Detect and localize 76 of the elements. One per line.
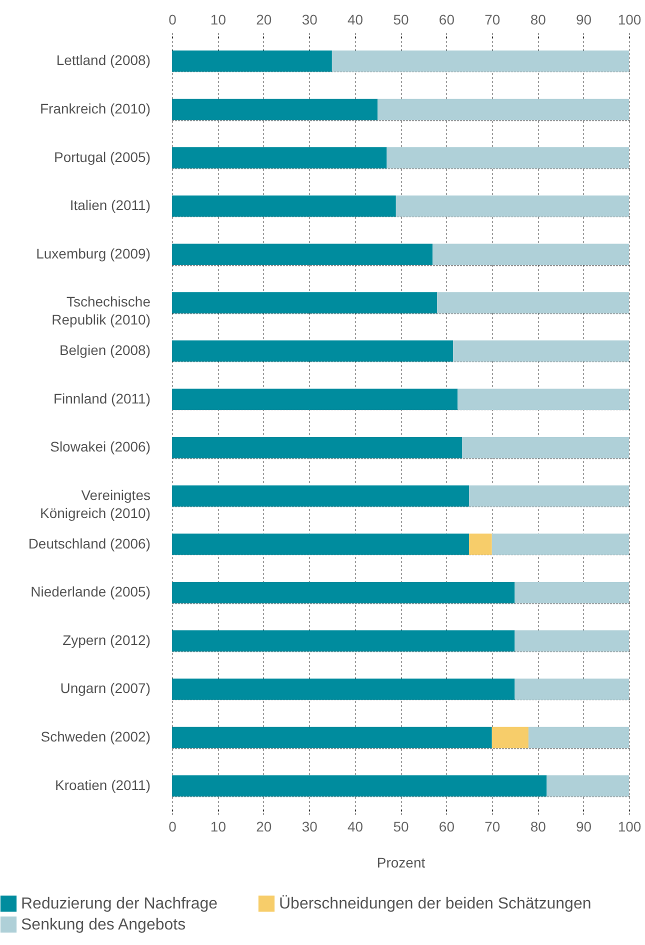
y-tick-label: Zypern (2012) <box>62 632 150 648</box>
bar <box>172 726 492 748</box>
bar <box>378 98 629 120</box>
bar <box>172 98 378 120</box>
x2-tick-label: 90 <box>576 12 592 28</box>
bar <box>172 292 438 314</box>
bar <box>172 388 458 410</box>
bar <box>528 726 629 748</box>
y-tick-label: Finnland (2011) <box>53 390 150 406</box>
bar <box>172 534 470 555</box>
bar <box>172 50 332 72</box>
legend-label: Reduzierung der Nachfrage <box>21 896 218 913</box>
x-tick-label: 50 <box>393 818 409 834</box>
bar <box>172 244 432 266</box>
bar <box>458 388 629 410</box>
bar <box>172 630 515 652</box>
y-tick-label: Vereinigtes Königreich (2010) <box>40 486 150 521</box>
x2-tick-label: 0 <box>168 12 177 28</box>
bar <box>172 340 454 362</box>
y-tick-label: Kroatien (2011) <box>55 776 150 793</box>
y-tick-label: Portugal (2005) <box>54 148 150 165</box>
y-tick-label: Tschechische Republik (2010) <box>52 294 151 328</box>
bar <box>432 244 629 266</box>
x-tick-label: 40 <box>348 818 364 834</box>
bar <box>172 437 462 458</box>
bar <box>172 147 387 168</box>
bar <box>453 340 629 362</box>
x2-tick-label: 80 <box>530 12 546 28</box>
bar <box>514 678 629 700</box>
bar <box>396 195 629 217</box>
bar <box>514 582 629 604</box>
bar <box>492 726 528 748</box>
x2-tick-label: 20 <box>256 12 272 28</box>
bar <box>492 534 629 555</box>
y-tick-label: Frankreich (2010) <box>40 100 150 116</box>
legend-label: Überschneidungen der beiden Schätzungen <box>279 894 592 913</box>
y-tick-label: Belgien (2008) <box>59 342 150 358</box>
y-tick-label: Slowakei (2006) <box>50 438 150 455</box>
bar <box>462 437 629 458</box>
bar <box>172 678 515 700</box>
x-tick-label: 80 <box>530 818 546 834</box>
bar <box>546 775 629 796</box>
x2-tick-label: 40 <box>348 12 364 28</box>
y-tick-label: Luxemburg (2009) <box>36 245 150 262</box>
bar <box>469 485 629 507</box>
legend-label: Senkung des Angebots <box>21 916 186 934</box>
x-tick-label: 10 <box>210 818 226 834</box>
x-tick-label: 20 <box>256 818 272 834</box>
y-tick-label: Lettland (2008) <box>56 52 150 68</box>
bar <box>172 582 515 604</box>
x2-tick-label: 60 <box>438 12 455 28</box>
x2-tick-label: 50 <box>393 12 409 28</box>
y-tick-label: Italien (2011) <box>70 197 150 214</box>
x2-tick-label: 70 <box>484 12 500 28</box>
y-tick-label: Deutschland (2006) <box>28 535 150 552</box>
bar <box>332 50 629 72</box>
bar <box>172 195 396 217</box>
y-tick-label: Ungarn (2007) <box>60 680 150 696</box>
y-tick-label: Niederlande (2005) <box>30 584 150 600</box>
y-tick-label: Schweden (2002) <box>40 728 150 745</box>
x-tick-label: 30 <box>302 818 318 834</box>
x2-tick-label: 30 <box>302 12 318 28</box>
x-tick-label: 100 <box>618 818 642 834</box>
bar <box>469 534 492 555</box>
x-tick-label: 60 <box>438 818 455 834</box>
x-tick-label: 90 <box>576 818 592 834</box>
bar <box>172 775 547 796</box>
x-tick-label: 0 <box>168 818 177 834</box>
x-axis-title: Prozent <box>376 854 426 870</box>
bar <box>514 630 629 652</box>
x-tick-label: 70 <box>484 818 500 834</box>
bar <box>437 292 629 314</box>
x2-tick-label: 100 <box>618 12 642 28</box>
x2-tick-label: 10 <box>210 12 226 28</box>
bar <box>386 147 629 168</box>
bar <box>172 485 470 507</box>
